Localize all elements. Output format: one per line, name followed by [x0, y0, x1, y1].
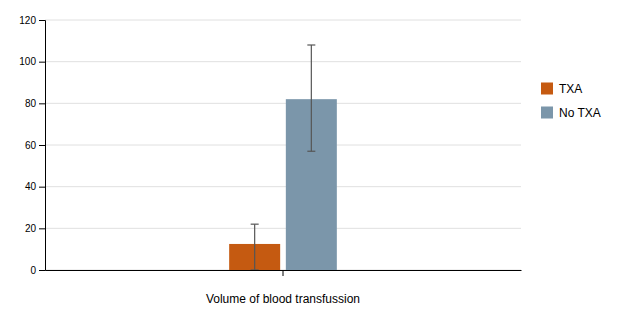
- legend-swatch: [541, 83, 553, 95]
- y-tick-mark: [39, 187, 45, 188]
- y-tick: 120: [19, 15, 45, 26]
- y-axis-line: [39, 21, 46, 271]
- y-tick-label: 40: [25, 181, 37, 192]
- y-tick-mark: [39, 103, 45, 104]
- grid: [45, 20, 521, 270]
- error-cap-high: [307, 44, 315, 45]
- legend-item: No TXA: [541, 106, 601, 120]
- plot: 0 20 40 60 80 100 120: [19, 15, 521, 276]
- grid-line: [45, 20, 521, 21]
- legend: TXA No TXA: [541, 82, 601, 120]
- grid-line: [45, 145, 521, 146]
- y-tick-mark: [39, 228, 45, 229]
- y-tick-label: 80: [25, 98, 37, 109]
- error-line: [311, 45, 312, 151]
- y-tick-label: 120: [19, 15, 36, 26]
- y-tick-mark: [39, 62, 45, 63]
- x-axis-title: Volume of blood transfussion: [206, 292, 360, 306]
- legend-label: TXA: [559, 82, 582, 96]
- y-tick: 40: [25, 181, 45, 192]
- error-cap-low: [251, 269, 259, 270]
- legend-swatch: [541, 107, 553, 119]
- error-cap-high: [251, 224, 259, 225]
- y-tick-mark: [39, 20, 45, 21]
- y-axis: 0 20 40 60 80 100 120: [19, 15, 45, 276]
- y-tick: 80: [25, 98, 45, 109]
- y-tick-mark: [39, 270, 45, 271]
- chart: 0 20 40 60 80 100 120 Volume of blood transfuss…: [0, 0, 631, 315]
- error-bar: [307, 45, 315, 151]
- grid-line: [45, 61, 521, 62]
- grid-line: [45, 186, 521, 187]
- error-bar: [251, 224, 259, 270]
- y-tick-label: 100: [19, 56, 36, 67]
- marks: [229, 45, 337, 270]
- error-line: [254, 224, 255, 270]
- grid-line: [45, 103, 521, 104]
- error-cap-low: [307, 151, 315, 152]
- legend-item: TXA: [541, 82, 582, 96]
- y-tick-label: 0: [30, 265, 36, 276]
- legend-label: No TXA: [559, 106, 601, 120]
- x-tick-mark: [283, 270, 284, 276]
- y-tick-label: 20: [25, 223, 37, 234]
- y-tick: 0: [30, 265, 45, 276]
- x-axis: [46, 270, 522, 276]
- y-tick: 100: [19, 56, 45, 67]
- x-tick: [283, 270, 284, 276]
- y-tick: 60: [25, 140, 45, 151]
- y-tick: 20: [25, 223, 45, 234]
- y-tick-label: 60: [25, 140, 37, 151]
- y-tick-mark: [39, 145, 45, 146]
- grid-line: [45, 228, 521, 229]
